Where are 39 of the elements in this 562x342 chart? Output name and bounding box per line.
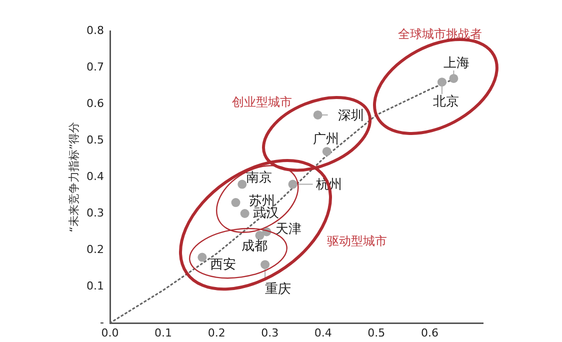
x-tick-label: 0.1 <box>154 326 172 340</box>
point <box>437 78 446 87</box>
y-tick-label: 0.5 <box>86 133 104 146</box>
y-tick-label: 0.4 <box>86 170 104 183</box>
x-tick-label: 0.3 <box>261 326 279 340</box>
y-tick-label: 0.7 <box>86 60 104 74</box>
annotation: 深圳 <box>338 108 364 124</box>
annotation: 南京 <box>246 170 272 186</box>
x-tick-label: 0.6 <box>420 326 438 340</box>
y-tick-label: 0.6 <box>86 96 104 110</box>
annotation: 广州 <box>312 132 339 147</box>
x-tick-label: 0.5 <box>368 326 386 340</box>
y-tick-label: 0.3 <box>86 206 104 220</box>
x-tick-label: 0.4 <box>314 326 332 340</box>
point <box>240 209 250 218</box>
y-tick-label: 0.8 <box>86 24 104 37</box>
y-tick-label: 0.2 <box>86 242 104 256</box>
x-tick-label: 0.2 <box>208 326 226 340</box>
point <box>322 146 332 156</box>
point <box>260 260 270 270</box>
annotation: 创业型城市 <box>232 95 292 110</box>
y-tick-label: - <box>100 316 104 329</box>
point <box>238 180 247 189</box>
point <box>288 180 298 189</box>
annotation: 成都 <box>242 238 268 254</box>
annotation: 西安 <box>210 256 236 273</box>
annotation: 北京 <box>432 94 459 110</box>
x-tick-label: 0.0 <box>101 326 119 340</box>
point <box>449 74 458 83</box>
point <box>313 110 322 120</box>
point <box>198 252 207 262</box>
annotation: 驱动型城市 <box>327 234 387 248</box>
point <box>231 198 240 208</box>
annotation: 上海 <box>444 56 470 71</box>
annotation: 重庆 <box>265 282 292 297</box>
y-tick-label: 0.1 <box>86 279 104 292</box>
annotation: 武汉 <box>252 206 279 221</box>
annotation: 天津 <box>276 222 302 238</box>
y-axis-title: “未来竞争力指标”得分 <box>67 122 80 232</box>
